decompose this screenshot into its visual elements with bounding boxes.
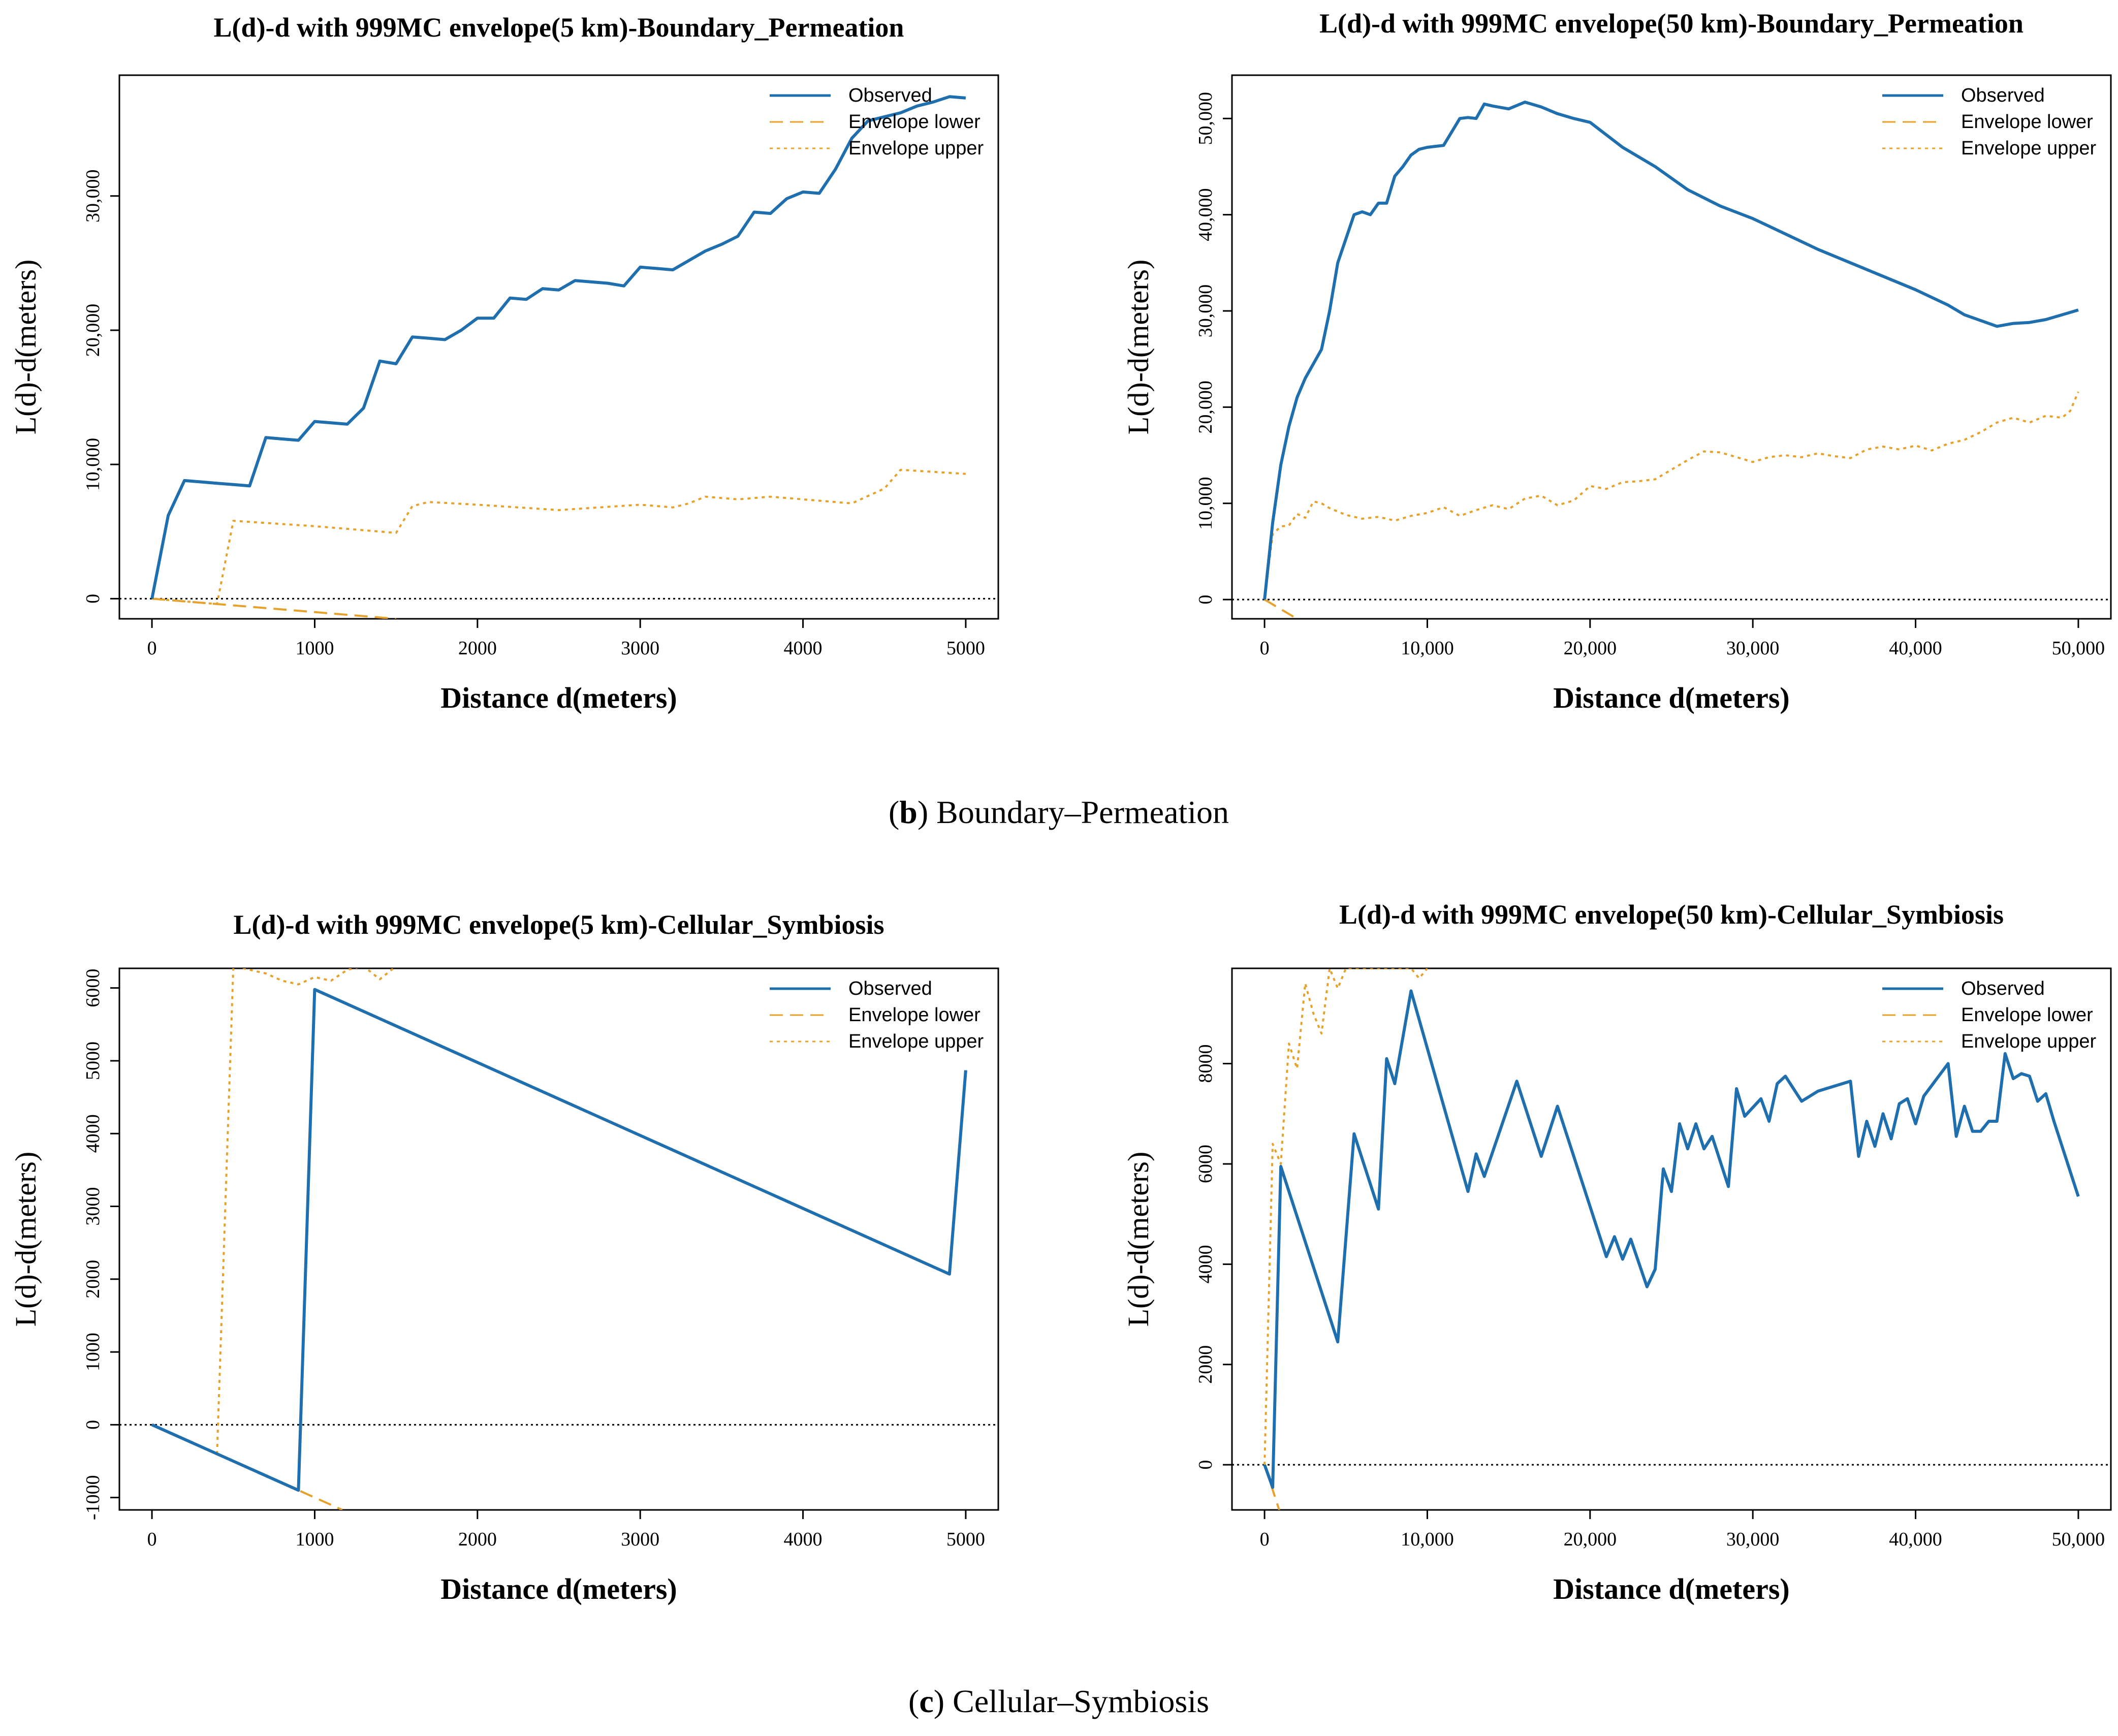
x-tick-label: 20,000 xyxy=(1564,638,1617,659)
chart-boundary-5km: L(d)-d with 999MC envelope(5 km)-Boundar… xyxy=(9,12,999,714)
x-tick-label: 0 xyxy=(147,1529,157,1550)
x-tick-label: 4000 xyxy=(784,638,823,659)
series-envelope-lower xyxy=(151,597,396,619)
x-tick-label: 3000 xyxy=(621,1529,659,1550)
x-tick-label: 30,000 xyxy=(1726,1529,1780,1550)
plot-frame xyxy=(1231,967,2112,1511)
y-tick-label: 20,000 xyxy=(82,304,104,357)
x-tick-label: 50,000 xyxy=(2052,1529,2105,1550)
y-tick-label: 1000 xyxy=(82,1333,104,1371)
plot-frame xyxy=(118,967,999,1511)
x-tick-label: 5000 xyxy=(946,638,985,659)
y-tick-label: 30,000 xyxy=(1195,285,1216,338)
chart-cellular-5km: L(d)-d with 999MC envelope(5 km)-Cellula… xyxy=(9,909,999,1605)
y-axis-label: L(d)-d(meters) xyxy=(9,1152,42,1327)
y-tick-label: 0 xyxy=(82,594,104,604)
plot-frame xyxy=(1231,74,2112,620)
y-tick-label: 0 xyxy=(1195,1460,1216,1470)
y-tick-label: 10,000 xyxy=(82,438,104,491)
x-tick-label: 10,000 xyxy=(1401,1529,1454,1550)
y-tick-label: 4000 xyxy=(82,1114,104,1153)
x-tick-label: 0 xyxy=(1260,638,1270,659)
series-envelope-upper xyxy=(151,468,966,605)
series-envelope-upper xyxy=(1263,391,2079,600)
caption-b: (b) Boundary–Permeation xyxy=(889,794,1229,830)
legend-entry: Envelope lower xyxy=(848,1004,981,1026)
x-tick-label: 20,000 xyxy=(1564,1529,1617,1550)
x-tick-label: 3000 xyxy=(621,638,659,659)
y-tick-label: 20,000 xyxy=(1195,381,1216,434)
series-observed xyxy=(150,95,966,599)
x-tick-label: 40,000 xyxy=(1889,1529,1942,1550)
legend-entry: Envelope upper xyxy=(848,138,984,159)
series-observed xyxy=(1263,101,2079,600)
legend-entry: Envelope upper xyxy=(848,1031,984,1052)
x-tick-label: 2000 xyxy=(458,638,497,659)
y-tick-label: 50,000 xyxy=(1195,92,1216,145)
y-axis-label: L(d)-d(meters) xyxy=(1122,260,1155,435)
series-envelope-lower xyxy=(1264,598,1298,619)
x-axis-label: Distance d(meters) xyxy=(1553,681,1789,714)
y-tick-label: 6000 xyxy=(82,969,104,1007)
chart-boundary-50km: L(d)-d with 999MC envelope(50 km)-Bounda… xyxy=(1122,8,2112,714)
y-tick-label: 2000 xyxy=(82,1260,104,1299)
x-axis-label: Distance d(meters) xyxy=(1553,1572,1789,1605)
x-tick-label: 0 xyxy=(147,638,157,659)
chart-title: L(d)-d with 999MC envelope(5 km)-Cellula… xyxy=(234,909,884,940)
legend-entry: Envelope upper xyxy=(1961,1031,2097,1052)
y-tick-label: 5000 xyxy=(82,1041,104,1080)
legend-entry: Observed xyxy=(848,85,932,106)
x-tick-label: 10,000 xyxy=(1401,638,1454,659)
legend-entry: Envelope lower xyxy=(1961,111,2093,133)
x-tick-label: 0 xyxy=(1260,1529,1270,1550)
y-tick-label: 40,000 xyxy=(1195,188,1216,241)
x-tick-label: 1000 xyxy=(295,638,334,659)
series-observed xyxy=(1263,989,2080,1489)
series-envelope-upper xyxy=(151,968,395,1455)
y-tick-label: -1000 xyxy=(82,1475,104,1520)
chart-title: L(d)-d with 999MC envelope(50 km)-Cellul… xyxy=(1339,899,2004,930)
caption-c: (c) Cellular–Symbiosis xyxy=(908,1683,1209,1719)
y-tick-label: 0 xyxy=(82,1420,104,1430)
x-tick-label: 5000 xyxy=(946,1529,985,1550)
x-tick-label: 4000 xyxy=(784,1529,823,1550)
x-axis-label: Distance d(meters) xyxy=(440,681,677,714)
chart-cellular-50km: L(d)-d with 999MC envelope(50 km)-Cellul… xyxy=(1122,899,2112,1605)
y-tick-label: 8000 xyxy=(1195,1045,1216,1083)
x-tick-label: 2000 xyxy=(458,1529,497,1550)
plot-frame xyxy=(118,74,999,620)
y-tick-label: 10,000 xyxy=(1195,477,1216,530)
legend-entry: Observed xyxy=(1961,85,2045,106)
x-tick-label: 1000 xyxy=(295,1529,334,1550)
y-tick-label: 6000 xyxy=(1195,1145,1216,1183)
y-tick-label: 0 xyxy=(1195,595,1216,605)
y-tick-label: 4000 xyxy=(1195,1245,1216,1283)
y-tick-label: 2000 xyxy=(1195,1345,1216,1384)
y-tick-label: 30,000 xyxy=(82,170,104,223)
chart-title: L(d)-d with 999MC envelope(5 km)-Boundar… xyxy=(214,12,904,43)
series-observed xyxy=(151,988,967,1492)
series-envelope-lower xyxy=(151,1424,343,1510)
legend-entry: Observed xyxy=(1961,978,2045,999)
x-tick-label: 30,000 xyxy=(1726,638,1780,659)
legend-entry: Envelope lower xyxy=(848,111,981,133)
x-tick-label: 40,000 xyxy=(1889,638,1942,659)
x-axis-label: Distance d(meters) xyxy=(440,1572,677,1605)
legend-entry: Envelope upper xyxy=(1961,138,2097,159)
chart-title: L(d)-d with 999MC envelope(50 km)-Bounda… xyxy=(1319,8,2024,39)
y-axis-label: L(d)-d(meters) xyxy=(1122,1152,1155,1327)
legend-entry: Observed xyxy=(848,978,932,999)
x-tick-label: 50,000 xyxy=(2052,638,2105,659)
y-tick-label: 3000 xyxy=(82,1187,104,1226)
legend-entry: Envelope lower xyxy=(1961,1004,2093,1026)
y-axis-label: L(d)-d(meters) xyxy=(9,260,42,435)
